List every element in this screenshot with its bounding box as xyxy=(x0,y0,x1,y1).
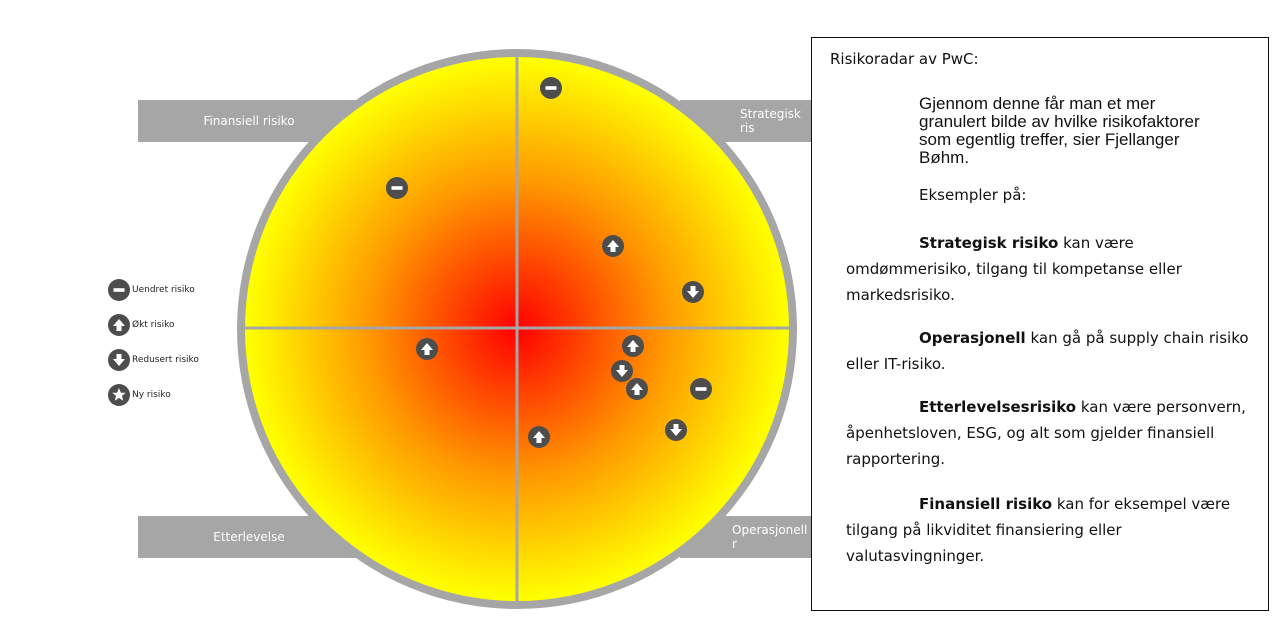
label-financial-risk: Finansiell risiko xyxy=(138,100,360,142)
paragraph-text: kan gå på supply chain risiko eller IT-r… xyxy=(846,329,1249,373)
legend-item-unchanged: Uendret risiko xyxy=(108,279,195,301)
textbox-quote: Gjennom denne får man et mer granulert b… xyxy=(919,94,1200,167)
risk-marker-arrow-up-icon xyxy=(416,338,438,360)
legend-label: Økt risiko xyxy=(132,320,175,330)
legend-item-new: Ny risiko xyxy=(108,384,171,406)
minus-circle-icon xyxy=(108,279,130,301)
paragraph-financial: Finansiell risiko kan for eksempel være … xyxy=(846,491,1256,569)
paragraph-term: Operasjonell xyxy=(919,329,1026,347)
risk-marker-arrow-down-icon xyxy=(611,360,633,382)
risk-marker-minus-icon xyxy=(386,177,408,199)
paragraph-compliance: Etterlevelsesrisiko kan være personvern,… xyxy=(846,394,1256,472)
paragraph-term: Strategisk risiko xyxy=(919,234,1059,252)
description-textbox: Risikoradar av PwC: Gjennom denne får ma… xyxy=(811,37,1269,611)
paragraph-term: Finansiell risiko xyxy=(919,495,1053,513)
arrow-down-circle-icon xyxy=(108,349,130,371)
legend-label: Uendret risiko xyxy=(132,285,195,295)
risk-marker-minus-icon xyxy=(540,77,562,99)
risk-marker-arrow-down-icon xyxy=(665,419,687,441)
paragraph-strategic: Strategisk risiko kan være omdømmerisiko… xyxy=(846,230,1256,308)
legend-item-increased: Økt risiko xyxy=(108,314,174,336)
textbox-heading: Risikoradar av PwC: xyxy=(830,50,979,68)
risk-marker-arrow-down-icon xyxy=(682,281,704,303)
textbox-examples-label: Eksempler på: xyxy=(919,186,1027,204)
star-circle-icon xyxy=(108,384,130,406)
risk-marker-arrow-up-icon xyxy=(602,235,624,257)
risk-marker-arrow-up-icon xyxy=(622,335,644,357)
paragraph-term: Etterlevelsesrisiko xyxy=(919,398,1077,416)
legend-label: Ny risiko xyxy=(132,390,171,400)
risk-marker-arrow-up-icon xyxy=(528,426,550,448)
risk-radar xyxy=(237,49,797,609)
arrow-up-circle-icon xyxy=(108,314,130,336)
legend-label: Redusert risiko xyxy=(132,355,199,365)
risk-marker-minus-icon xyxy=(690,378,712,400)
paragraph-text: kan være omdømmerisiko, tilgang til komp… xyxy=(846,234,1182,304)
risk-marker-arrow-up-icon xyxy=(626,378,648,400)
legend-item-reduced: Redusert risiko xyxy=(108,349,199,371)
paragraph-text: kan for eksempel være tilgang på likvidi… xyxy=(846,495,1231,565)
paragraph-text: kan være personvern, åpenhetsloven, ESG,… xyxy=(846,398,1246,468)
paragraph-operational: Operasjonell kan gå på supply chain risi… xyxy=(846,325,1256,377)
